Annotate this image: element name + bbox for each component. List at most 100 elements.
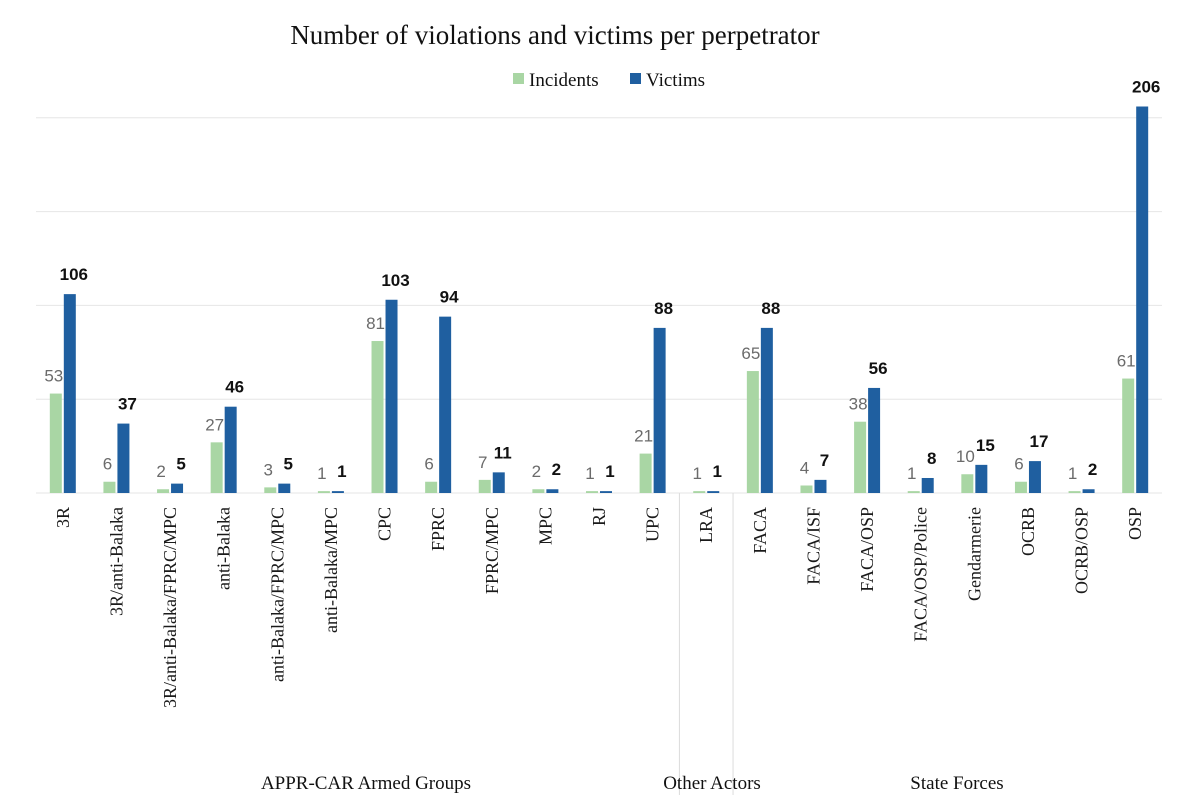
bar-victims <box>707 491 720 493</box>
bar-incidents <box>746 371 759 493</box>
x-tick-label: anti-Balaka/MPC <box>321 507 341 633</box>
bar-incidents <box>157 489 170 493</box>
bar-victims <box>1082 489 1095 493</box>
x-tick-label: OCRB <box>1018 507 1038 556</box>
data-label-incidents: 65 <box>741 344 760 363</box>
data-label-incidents: 6 <box>424 455 433 474</box>
x-tick-label: FPRC <box>428 507 448 551</box>
bar-incidents <box>1014 481 1027 493</box>
data-label-incidents: 10 <box>956 447 975 466</box>
group-label: APPR-CAR Armed Groups <box>261 773 471 794</box>
data-label-victims: 17 <box>1029 432 1048 451</box>
bar-victims <box>117 423 130 493</box>
data-label-victims: 106 <box>60 265 88 284</box>
data-label-victims: 37 <box>118 395 137 414</box>
bar-incidents <box>49 393 62 493</box>
x-tick-label: LRA <box>696 507 716 543</box>
bar-incidents <box>264 487 277 493</box>
x-tick-label: FACA/OSP <box>857 507 877 592</box>
x-tick-label: anti-Balaka <box>214 507 234 590</box>
bar-incidents <box>961 474 974 493</box>
bar-victims <box>600 491 612 493</box>
group-label: Other Actors <box>663 773 761 794</box>
bar-victims <box>278 483 291 493</box>
data-label-incidents: 81 <box>366 314 385 333</box>
data-label-victims: 2 <box>552 460 561 479</box>
data-label-victims: 206 <box>1132 78 1160 97</box>
legend-label-incidents: Incidents <box>529 70 599 91</box>
bar-incidents <box>103 481 116 493</box>
legend: Incidents Victims <box>513 70 705 91</box>
data-label-incidents: 61 <box>1117 352 1136 371</box>
data-label-incidents: 21 <box>634 427 653 446</box>
bar-victims <box>546 489 559 493</box>
x-axis-ticks: 3R 3R/anti-Balaka 3R/anti-Balaka/FPRC/MPC a… <box>53 507 1145 708</box>
legend-swatch-incidents <box>513 73 524 84</box>
bar-victims <box>439 316 452 493</box>
data-label-incidents: 1 <box>693 464 702 483</box>
legend-label-victims: Victims <box>646 70 705 91</box>
data-label-incidents: 2 <box>156 462 165 481</box>
bar-victims <box>760 327 773 493</box>
data-label-incidents: 6 <box>1014 455 1023 474</box>
x-tick-label: OCRB/OSP <box>1072 507 1092 594</box>
data-label-incidents: 6 <box>103 455 112 474</box>
data-label-incidents: 4 <box>800 458 809 477</box>
data-label-victims: 5 <box>284 455 293 474</box>
data-label-incidents: 53 <box>44 367 63 386</box>
bar-incidents <box>532 489 545 493</box>
bar-victims <box>868 387 881 493</box>
data-label-victims: 88 <box>654 299 673 318</box>
bar-incidents <box>639 453 652 493</box>
data-label-incidents: 1 <box>317 464 326 483</box>
data-label-victims: 5 <box>176 455 185 474</box>
bar-incidents <box>1068 491 1081 493</box>
x-tick-label: 3R/anti-Balaka/FPRC/MPC <box>160 507 180 708</box>
x-tick-label: OSP <box>1125 507 1145 540</box>
x-tick-label: FACA <box>750 507 770 554</box>
bar-victims <box>921 477 934 493</box>
bar-victims <box>814 479 827 493</box>
data-label-incidents: 38 <box>849 395 868 414</box>
x-tick-label: 3R/anti-Balaka <box>106 507 126 616</box>
group-label: State Forces <box>910 773 1003 794</box>
data-label-victims: 88 <box>761 299 780 318</box>
bar-victims <box>1028 461 1041 493</box>
data-label-incidents: 7 <box>478 453 487 472</box>
bar-victims <box>331 491 344 493</box>
data-label-victims: 2 <box>1088 460 1097 479</box>
x-tick-label: UPC <box>643 507 663 542</box>
group-labels: APPR-CAR Armed Groups Other Actors State F… <box>261 773 1004 794</box>
x-tick-label: MPC <box>535 507 555 545</box>
data-label-victims: 46 <box>225 378 244 397</box>
data-label-victims: 94 <box>440 288 459 307</box>
bar-incidents <box>478 479 491 493</box>
gridlines <box>36 117 1162 795</box>
x-tick-label: CPC <box>375 507 395 541</box>
bar-incidents <box>371 341 384 493</box>
data-label-victims: 8 <box>927 449 936 468</box>
bar-victims <box>492 472 505 493</box>
data-label-victims: 56 <box>869 359 888 378</box>
data-label-victims: 11 <box>494 443 512 462</box>
bar-victims <box>171 483 184 493</box>
bar-incidents <box>1122 378 1135 493</box>
x-tick-label: Gendarmerie <box>964 507 984 601</box>
x-tick-label: FACA/OSP/Police <box>911 507 931 642</box>
data-label-incidents: 27 <box>205 415 224 434</box>
bar-incidents <box>586 491 598 493</box>
bar-incidents <box>210 442 223 493</box>
legend-swatch-victims <box>630 73 641 84</box>
data-label-victims: 1 <box>337 462 346 481</box>
bars <box>49 106 1149 493</box>
bar-incidents <box>907 491 920 493</box>
bar-victims <box>385 299 398 493</box>
x-tick-label: FACA/ISF <box>803 507 823 585</box>
data-label-incidents: 2 <box>532 462 541 481</box>
x-tick-label: 3R <box>53 507 73 528</box>
bar-incidents <box>693 491 706 493</box>
bar-incidents <box>317 491 330 493</box>
